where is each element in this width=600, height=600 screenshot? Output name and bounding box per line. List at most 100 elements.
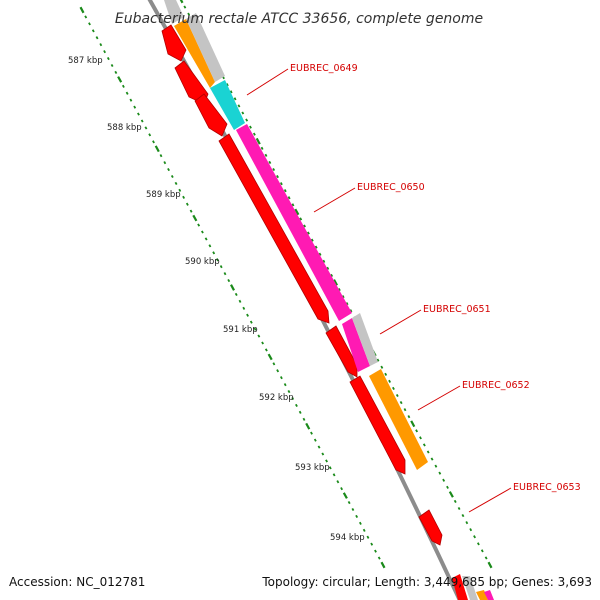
right-track-minor-tick [225, 83, 229, 87]
left-track-minor-tick [189, 209, 193, 213]
right-track-minor-tick [430, 457, 434, 461]
right-track-minor-tick [457, 506, 461, 511]
gene-label-eubrec-0650: EUBREC_0650 [357, 182, 425, 193]
left-track-minor-tick [208, 244, 212, 248]
ruler-label-594: 594 kbp [330, 533, 365, 543]
right-track-major-tick [333, 279, 338, 286]
left-track-minor-tick [264, 348, 268, 352]
right-track-minor-tick [446, 485, 449, 489]
left-track-minor-tick [238, 299, 242, 303]
left-track-minor-tick [283, 383, 287, 387]
right-track-minor-tick [399, 400, 403, 405]
left-track-minor-tick [317, 445, 321, 449]
right-track-minor-tick [419, 436, 422, 440]
callout-line-eubrec-0649 [246, 68, 289, 96]
right-track-minor-tick [318, 252, 322, 256]
left-track-minor-tick [287, 389, 291, 394]
cds-gray-top [164, 0, 184, 24]
left-track-major-tick [380, 561, 386, 569]
right-track-minor-tick [272, 167, 276, 172]
left-track-minor-tick [140, 119, 144, 123]
left-track-minor-tick [359, 521, 362, 525]
right-track-minor-tick [249, 125, 252, 129]
accession-text: Accession: NC_012781 [9, 575, 145, 589]
right-track-minor-tick [461, 513, 465, 518]
right-track-minor-tick [264, 153, 268, 157]
gene-label-eubrec-0652: EUBREC_0652 [462, 380, 530, 391]
right-track-minor-tick [310, 238, 314, 242]
right-track-minor-tick [287, 196, 291, 200]
right-track-minor-tick [349, 309, 353, 313]
left-track-minor-tick [216, 258, 219, 262]
ruler-label-588: 588 kbp [107, 123, 142, 133]
left-track-minor-tick [212, 251, 216, 255]
cds-gray-eubrec-0651 [352, 313, 378, 366]
left-track-major-tick [267, 353, 273, 361]
cds-reverse-4 [218, 133, 330, 324]
right-track-major-tick [179, 0, 184, 4]
right-track-major-tick [294, 208, 300, 216]
right-track-minor-tick [299, 217, 303, 221]
left-track-minor-tick [253, 327, 257, 331]
topology-text: Topology: circular; Length: 3,449,685 bp… [261, 575, 592, 589]
right-track-major-tick [487, 561, 493, 569]
left-track-minor-tick [257, 334, 261, 338]
left-track-minor-tick [148, 133, 152, 137]
left-track-minor-tick [201, 230, 204, 234]
right-track-major-tick [410, 420, 416, 428]
right-track-minor-tick [253, 132, 256, 136]
left-track-minor-tick [370, 542, 374, 546]
left-track-minor-tick [280, 376, 283, 380]
right-track-minor-tick [484, 556, 488, 560]
cds-reverse-5 [325, 325, 358, 378]
ruler-label-587: 587 kbp [68, 56, 103, 66]
cds-cyan-eubrec-0649 [210, 80, 245, 130]
left-track-minor-tick [152, 140, 155, 144]
ruler-label-591: 591 kbp [223, 325, 258, 335]
left-track-minor-tick [129, 98, 133, 102]
right-track-minor-tick [453, 499, 457, 504]
left-track-minor-tick [328, 466, 332, 470]
left-track-minor-tick [261, 341, 264, 345]
left-track-minor-tick [114, 70, 118, 75]
cds-magenta-eubrec-0650 [236, 124, 352, 321]
left-track-minor-tick [272, 362, 276, 366]
cds-magenta-eubrec-0651 [342, 318, 370, 372]
left-track-minor-tick [325, 459, 328, 463]
right-track-minor-tick [422, 443, 426, 447]
left-track-major-tick [230, 284, 235, 291]
left-track-minor-tick [106, 56, 110, 61]
right-track-minor-tick [322, 259, 326, 263]
right-track-minor-tick [415, 429, 418, 433]
right-track-minor-tick [276, 174, 279, 179]
left-track-minor-tick [88, 22, 91, 26]
right-track-minor-tick [241, 111, 245, 115]
reverse-strand-features [161, 24, 443, 546]
left-track-minor-tick [355, 514, 359, 519]
right-track-minor-tick [376, 358, 380, 362]
right-track-minor-tick [477, 542, 480, 546]
left-track-minor-tick [95, 36, 99, 40]
ruler-label-589: 589 kbp [146, 190, 181, 200]
forward-strand-features [164, 0, 494, 600]
right-track-minor-tick [473, 535, 476, 539]
left-track-major-tick [342, 492, 348, 499]
left-track-minor-tick [249, 320, 253, 324]
right-track-minor-tick [326, 266, 330, 270]
left-track-minor-tick [374, 549, 377, 553]
callout-line-eubrec-0650 [313, 187, 356, 213]
left-track-minor-tick [246, 313, 249, 317]
gene-callout-lines [246, 68, 512, 513]
left-track-minor-tick [321, 452, 325, 456]
left-track-minor-tick [366, 535, 370, 539]
left-track-major-tick [192, 214, 198, 222]
left-track-minor-tick [295, 403, 298, 408]
right-track-minor-tick [469, 528, 473, 532]
left-track-minor-tick [340, 487, 343, 491]
left-track-major-tick [79, 6, 85, 14]
map-title: Eubacterium rectale ATCC 33656, complete… [115, 11, 483, 27]
right-track-minor-tick [392, 386, 395, 391]
right-track-minor-tick [337, 287, 341, 292]
left-track-minor-tick [91, 29, 95, 33]
